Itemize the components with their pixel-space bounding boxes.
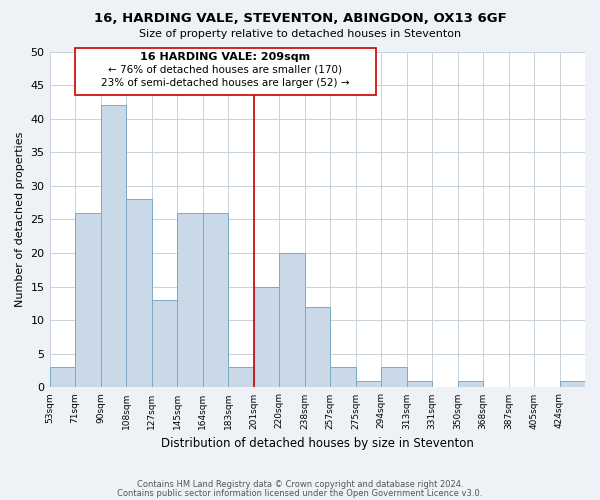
Bar — [305, 307, 330, 388]
Bar — [381, 368, 407, 388]
Text: ← 76% of detached houses are smaller (170): ← 76% of detached houses are smaller (17… — [109, 65, 343, 75]
Bar — [356, 380, 381, 388]
Y-axis label: Number of detached properties: Number of detached properties — [15, 132, 25, 307]
Bar — [458, 380, 483, 388]
Text: 23% of semi-detached houses are larger (52) →: 23% of semi-detached houses are larger (… — [101, 78, 350, 88]
Bar — [126, 200, 152, 388]
Bar — [330, 368, 356, 388]
Bar — [254, 286, 279, 388]
Bar — [101, 105, 126, 388]
Bar — [203, 212, 228, 388]
X-axis label: Distribution of detached houses by size in Steventon: Distribution of detached houses by size … — [161, 437, 474, 450]
Text: 16 HARDING VALE: 209sqm: 16 HARDING VALE: 209sqm — [140, 52, 311, 62]
Bar — [75, 212, 101, 388]
Text: Contains public sector information licensed under the Open Government Licence v3: Contains public sector information licen… — [118, 490, 482, 498]
Text: Contains HM Land Registry data © Crown copyright and database right 2024.: Contains HM Land Registry data © Crown c… — [137, 480, 463, 489]
Text: Size of property relative to detached houses in Steventon: Size of property relative to detached ho… — [139, 29, 461, 39]
Bar — [177, 212, 203, 388]
Bar — [50, 368, 75, 388]
Bar — [407, 380, 432, 388]
Bar — [152, 300, 177, 388]
Bar — [560, 380, 585, 388]
Text: 16, HARDING VALE, STEVENTON, ABINGDON, OX13 6GF: 16, HARDING VALE, STEVENTON, ABINGDON, O… — [94, 12, 506, 26]
Bar — [279, 253, 305, 388]
Bar — [228, 368, 254, 388]
FancyBboxPatch shape — [75, 48, 376, 95]
